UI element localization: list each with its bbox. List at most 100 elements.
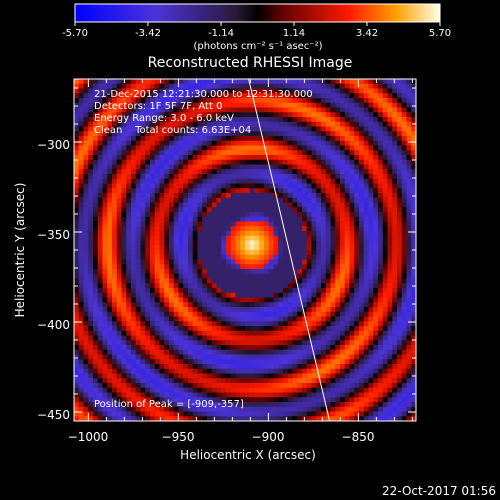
heatmap-cell bbox=[188, 140, 194, 147]
heatmap-cell bbox=[387, 221, 393, 227]
heatmap-cell bbox=[197, 364, 203, 370]
heatmap-cell bbox=[197, 188, 203, 194]
heatmap-cell bbox=[173, 188, 180, 194]
heatmap-cell bbox=[378, 159, 384, 166]
heatmap-cell bbox=[173, 321, 180, 327]
heatmap-cell bbox=[107, 373, 113, 379]
heatmap-cell bbox=[264, 307, 270, 313]
heatmap-cell bbox=[287, 193, 294, 199]
heatmap-cell bbox=[359, 349, 365, 356]
heatmap-cell bbox=[145, 278, 151, 284]
heatmap-cell bbox=[169, 330, 175, 337]
heatmap-cell bbox=[164, 159, 170, 166]
heatmap-cell bbox=[207, 250, 213, 256]
heatmap-cell bbox=[88, 150, 94, 156]
heatmap-cell bbox=[344, 245, 351, 251]
heatmap-cell bbox=[340, 102, 346, 109]
heatmap-cell bbox=[211, 259, 218, 265]
heatmap-cell bbox=[202, 212, 208, 218]
heatmap-cell bbox=[292, 155, 298, 161]
heatmap-cell bbox=[154, 145, 161, 151]
heatmap-cell bbox=[74, 188, 80, 194]
heatmap-cell bbox=[344, 288, 351, 294]
heatmap-cell bbox=[145, 383, 151, 389]
heatmap-cell bbox=[154, 373, 161, 379]
heatmap-cell bbox=[359, 402, 365, 408]
heatmap-cell bbox=[93, 259, 99, 265]
heatmap-cell bbox=[287, 330, 294, 337]
heatmap-cell bbox=[316, 340, 322, 346]
heatmap-cell bbox=[164, 302, 170, 308]
heatmap-cell bbox=[268, 302, 275, 308]
heatmap-cell bbox=[340, 254, 346, 261]
heatmap-cell bbox=[183, 345, 189, 351]
heatmap-cell bbox=[354, 131, 360, 137]
heatmap-cell bbox=[264, 250, 270, 256]
heatmap-cell bbox=[188, 117, 194, 123]
heatmap-cell bbox=[226, 416, 232, 421]
heatmap-cell bbox=[126, 378, 132, 384]
heatmap-cell bbox=[278, 316, 284, 322]
heatmap-cell bbox=[88, 321, 94, 327]
heatmap-cell bbox=[335, 112, 341, 118]
heatmap-cell bbox=[297, 302, 303, 308]
heatmap-cell bbox=[259, 102, 265, 109]
heatmap-cell bbox=[235, 335, 241, 341]
heatmap-cell bbox=[397, 283, 403, 289]
heatmap-cell bbox=[292, 216, 298, 223]
heatmap-cell bbox=[325, 307, 332, 313]
heatmap-cell bbox=[197, 349, 203, 356]
heatmap-cell bbox=[216, 121, 222, 128]
heatmap-cell bbox=[368, 202, 374, 208]
heatmap-cell bbox=[344, 416, 351, 421]
heatmap-cell bbox=[283, 373, 289, 379]
heatmap-cell bbox=[382, 259, 389, 265]
heatmap-cell bbox=[354, 212, 360, 218]
heatmap-cell bbox=[116, 340, 123, 346]
heatmap-cell bbox=[169, 197, 175, 204]
heatmap-cell bbox=[202, 402, 208, 408]
heatmap-cell bbox=[226, 345, 232, 351]
heatmap-cell bbox=[211, 392, 218, 398]
heatmap-cell bbox=[74, 349, 80, 356]
heatmap-cell bbox=[378, 416, 384, 421]
heatmap-cell bbox=[121, 364, 127, 370]
heatmap-cell bbox=[321, 235, 327, 242]
heatmap-cell bbox=[368, 93, 374, 99]
heatmap-cell bbox=[278, 397, 284, 403]
heatmap-cell bbox=[240, 297, 246, 303]
heatmap-cell bbox=[240, 79, 246, 85]
heatmap-cell bbox=[183, 83, 189, 90]
heatmap-cell bbox=[235, 188, 241, 194]
heatmap-cell bbox=[173, 102, 180, 109]
heatmap-cell bbox=[135, 326, 142, 332]
heatmap-cell bbox=[145, 126, 151, 132]
heatmap-cell bbox=[311, 250, 317, 256]
heatmap-cell bbox=[273, 83, 279, 90]
heatmap-cell bbox=[211, 102, 218, 109]
heatmap-cell bbox=[273, 79, 279, 85]
heatmap-cell bbox=[226, 406, 232, 413]
heatmap-cell bbox=[349, 416, 355, 421]
heatmap-cell bbox=[173, 155, 180, 161]
heatmap-cell bbox=[102, 250, 108, 256]
heatmap-cell bbox=[112, 212, 118, 218]
heatmap-cell bbox=[173, 212, 180, 218]
heatmap-cell bbox=[325, 235, 332, 242]
heatmap-cell bbox=[135, 245, 142, 251]
heatmap-cell bbox=[359, 93, 365, 99]
heatmap-cell bbox=[150, 273, 156, 280]
heatmap-cell bbox=[78, 373, 85, 379]
heatmap-cell bbox=[311, 330, 317, 337]
heatmap-cell bbox=[368, 273, 374, 280]
heatmap-cell bbox=[235, 240, 241, 246]
heatmap-cell bbox=[207, 212, 213, 218]
heatmap-cell bbox=[392, 183, 398, 189]
heatmap-cell bbox=[392, 245, 398, 251]
heatmap-cell bbox=[154, 169, 161, 175]
heatmap-cell bbox=[202, 93, 208, 99]
heatmap-cell bbox=[154, 93, 161, 99]
heatmap-cell bbox=[330, 406, 336, 413]
heatmap-cell bbox=[121, 207, 127, 213]
